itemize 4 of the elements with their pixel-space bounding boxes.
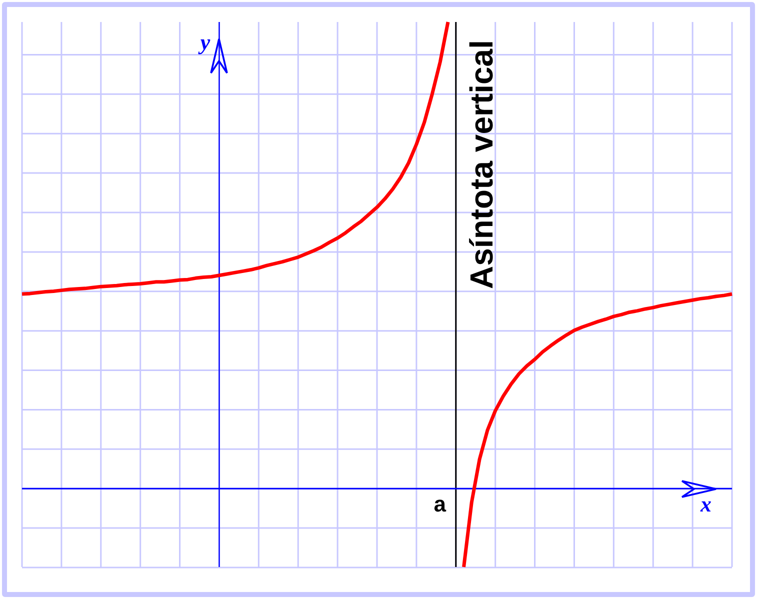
x-axis-title: x bbox=[700, 491, 712, 516]
text: Asíntota vertical bbox=[464, 40, 500, 289]
annotation: a bbox=[434, 492, 447, 517]
y-axis-title: y bbox=[197, 30, 210, 55]
